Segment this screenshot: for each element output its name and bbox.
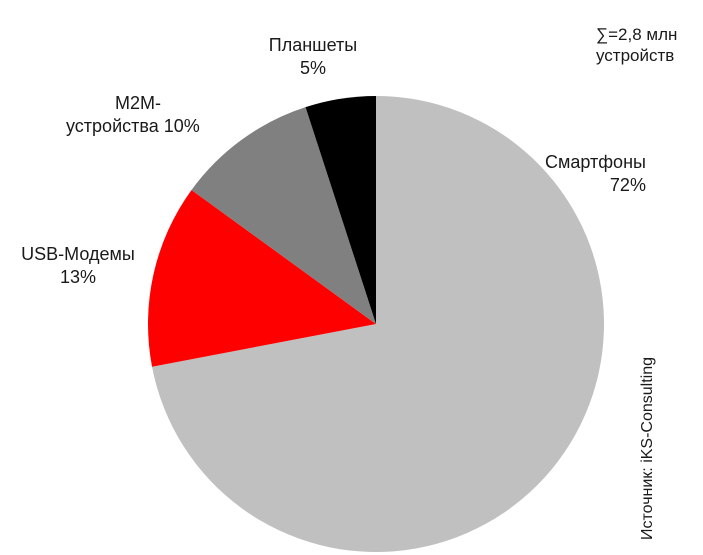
label-tablets-value: 5% [299,58,326,78]
label-m2m-name-line1: M2M- [115,93,161,113]
total-annotation-line1: ∑=2,8 млн [596,25,678,44]
pie-slices [148,95,605,552]
pie-slice-m2m-устройства [191,107,376,324]
label-usb-value: 13% [59,267,97,287]
label-smartphones: Смартфоны 72% [545,151,646,197]
label-m2m: M2M- устройства 10% [66,92,200,138]
source-note: Источник: iKS-Consulting [639,356,656,540]
pie-slice-планшеты [305,96,376,324]
pie-slice-смартфоны [152,95,605,552]
label-tablets: Планшеты 5% [258,34,368,80]
total-annotation-line2: устройств [596,46,675,65]
label-smartphones-name: Смартфоны [545,152,646,172]
label-smartphones-value: 72% [609,175,646,195]
label-m2m-name-line2: устройства 10% [66,116,200,136]
pie-slice-usb-модемы [148,189,376,367]
label-usb-name: USB-Модемы [21,244,135,264]
total-annotation: ∑=2,8 млн устройств [596,24,677,66]
label-tablets-name: Планшеты [268,35,358,55]
label-usb: USB-Модемы 13% [8,243,148,289]
